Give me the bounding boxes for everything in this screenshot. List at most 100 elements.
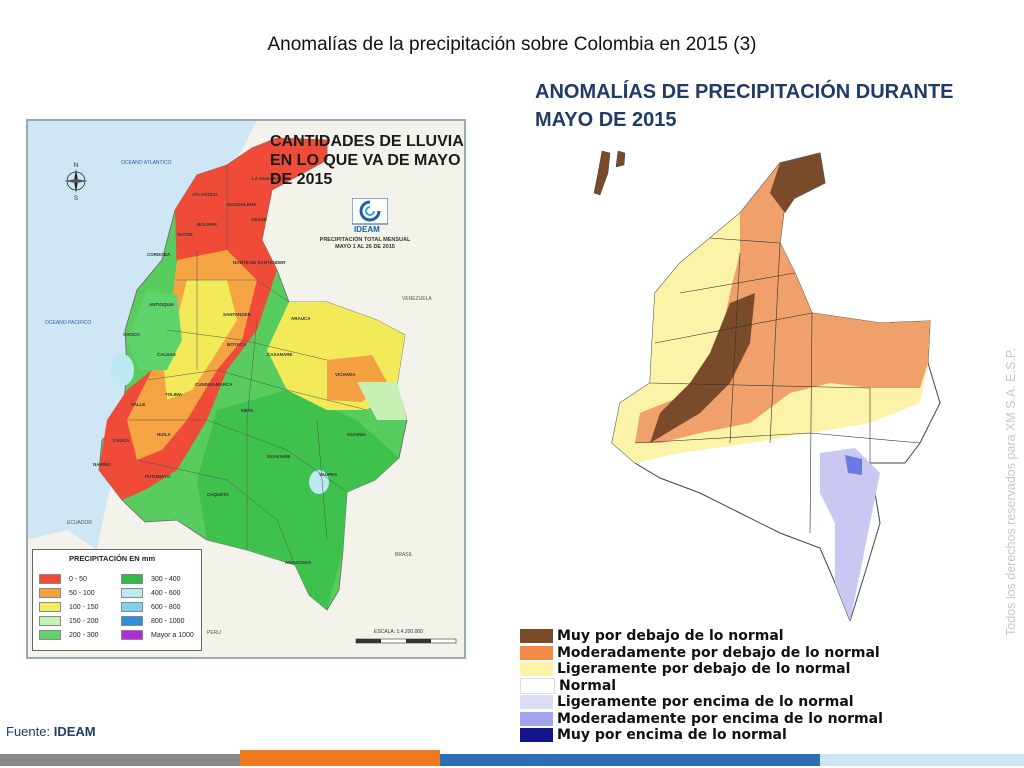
dept-label: VALLE [131,402,146,407]
legend-label: Muy por encima de lo normal [557,726,787,743]
legend-item: Moderadamente por encima de lo normal [520,710,883,727]
dept-label: META [241,408,254,413]
dept-label: VICHADA [335,372,356,377]
dept-label: ARAUCA [291,316,311,321]
svg-text:N: N [74,163,78,169]
ideam-logo-icon [352,198,388,225]
dept-label: SANTANDER [223,312,251,317]
legend-item: 50 - 100 [39,588,95,598]
legend-label: 800 - 1000 [151,617,185,625]
dept-label: CALDAS [157,352,176,357]
legend-item: 200 - 300 [39,630,99,640]
legend-label: Moderadamente por debajo de lo normal [557,644,880,661]
legend-swatch [520,711,553,726]
legend-label: Muy por debajo de lo normal [557,627,784,644]
legend-item: Moderadamente por debajo de lo normal [520,644,880,661]
source-value: IDEAM [53,724,96,739]
map-scale-label: ESCALA: 1:4.200.000 [374,629,423,635]
legend-item: 0 - 50 [39,574,87,584]
legend-label: 0 - 50 [69,575,87,583]
rainfall-map-subtitle: PRECIPITACIÓN TOTAL MENSUAL MAYO 1 AL 26… [300,237,430,251]
subtitle-line-2: MAYO 1 AL 26 DE 2015 [335,244,395,250]
source-label: Fuente: [6,724,51,739]
anomaly-legend: Muy por debajo de lo normal Moderadament… [520,626,980,748]
dept-label: GUAINIA [347,432,366,437]
copyright-notice: Todos los derechos reservados para XM S.… [1004,347,1018,636]
dept-label: LA GUAJIRA [252,176,280,181]
dept-label: CUNDINAMARCA [195,382,233,387]
dept-label: VAUPES [319,472,338,477]
legend-swatch [520,727,553,742]
legend-swatch [39,630,61,640]
venezuela-label: VENEZUELA [402,296,432,302]
legend-swatch [520,661,553,676]
rainfall-map: OCEANO ATLANTICO OCEANO PACIFICO VENEZUE… [26,119,466,659]
legend-label: Mayor a 1000 [151,631,194,639]
legend-item: Muy por debajo de lo normal [520,627,784,644]
legend-swatch [39,616,61,626]
legend-item: 800 - 1000 [121,616,184,626]
legend-item: 150 - 200 [39,616,99,626]
dept-label: CESAR [251,217,267,222]
slide-title: Anomalías de la precipitación sobre Colo… [267,34,757,55]
dept-label: PUTUMAYO [145,474,171,479]
legend-label: 200 - 300 [69,631,99,639]
brasil-label: BRASIL [395,552,413,558]
legend-item: Normal [520,677,617,694]
rainfall-legend-heading: PRECIPITACIÓN EN mm [69,554,156,563]
subtitle-line-1: PRECIPITACIÓN TOTAL MENSUAL [319,237,411,243]
legend-swatch [121,588,143,598]
legend-swatch [520,694,553,709]
legend-label: Moderadamente por encima de lo normal [557,710,883,727]
dept-label: CASANARE [267,352,293,357]
dept-label: CHOCO [123,332,140,337]
legend-item: 300 - 400 [121,574,181,584]
bottom-decor-bar [0,748,1024,768]
legend-item: 400 - 600 [121,588,181,598]
legend-label: 50 - 100 [69,589,95,597]
legend-swatch [39,602,61,612]
anomaly-map-title: ANOMALÍAS DE PRECIPITACIÓN DURANTE MAYO … [535,81,954,131]
svg-text:S: S [74,196,78,200]
legend-swatch [520,677,555,694]
ideam-logo-text: IDEAM [354,225,380,234]
dept-label: BOLIVAR [197,222,217,227]
legend-label: 600 - 800 [151,603,181,611]
dept-label: NORTE DE SANTANDER [233,260,286,265]
dept-label: TOLIMA [165,392,183,397]
anomaly-map [593,150,941,621]
legend-item: 600 - 800 [121,602,181,612]
dept-label: CAQUETA [207,492,229,497]
dept-label: NARIÑO [93,462,111,467]
pacific-ocean-label: OCEANO PACIFICO [45,320,92,326]
legend-swatch [520,628,553,643]
dept-label: CAUCA [113,438,130,443]
peru-label: PERU [207,630,221,636]
dept-label: ATLANTICO [192,192,218,197]
dept-label: SUCRE [177,232,193,237]
rainfall-legend: PRECIPITACIÓN EN mm 0 - 50 50 - 100 100 … [32,549,202,651]
rainfall-map-graphic [27,120,465,658]
legend-swatch [121,602,143,612]
legend-swatch [121,616,143,626]
dept-label: BOYACA [227,342,247,347]
legend-swatch [39,574,61,584]
map-scale-bar [355,638,457,644]
legend-swatch [121,574,143,584]
rainfall-map-title: CANTIDADES DE LLUVIA EN LO QUE VA DE MAY… [270,133,464,188]
legend-label: Ligeramente por debajo de lo normal [557,660,851,677]
atlantic-ocean-label: OCEANO ATLANTICO [121,160,172,166]
legend-label: 150 - 200 [69,617,99,625]
dept-label: GUAVIARE [267,454,291,459]
legend-item: Ligeramente por debajo de lo normal [520,660,851,677]
legend-label: Normal [559,677,617,694]
dept-label: HUILA [157,432,171,437]
legend-label: 400 - 600 [151,589,181,597]
legend-label: 300 - 400 [151,575,181,583]
ecuador-label: ECUADOR [67,520,93,526]
compass-rose-icon: N S [64,163,88,200]
legend-swatch [39,588,61,598]
legend-label: 100 - 150 [69,603,99,611]
dept-label: AMAZONAS [285,560,311,565]
legend-swatch [520,645,553,660]
